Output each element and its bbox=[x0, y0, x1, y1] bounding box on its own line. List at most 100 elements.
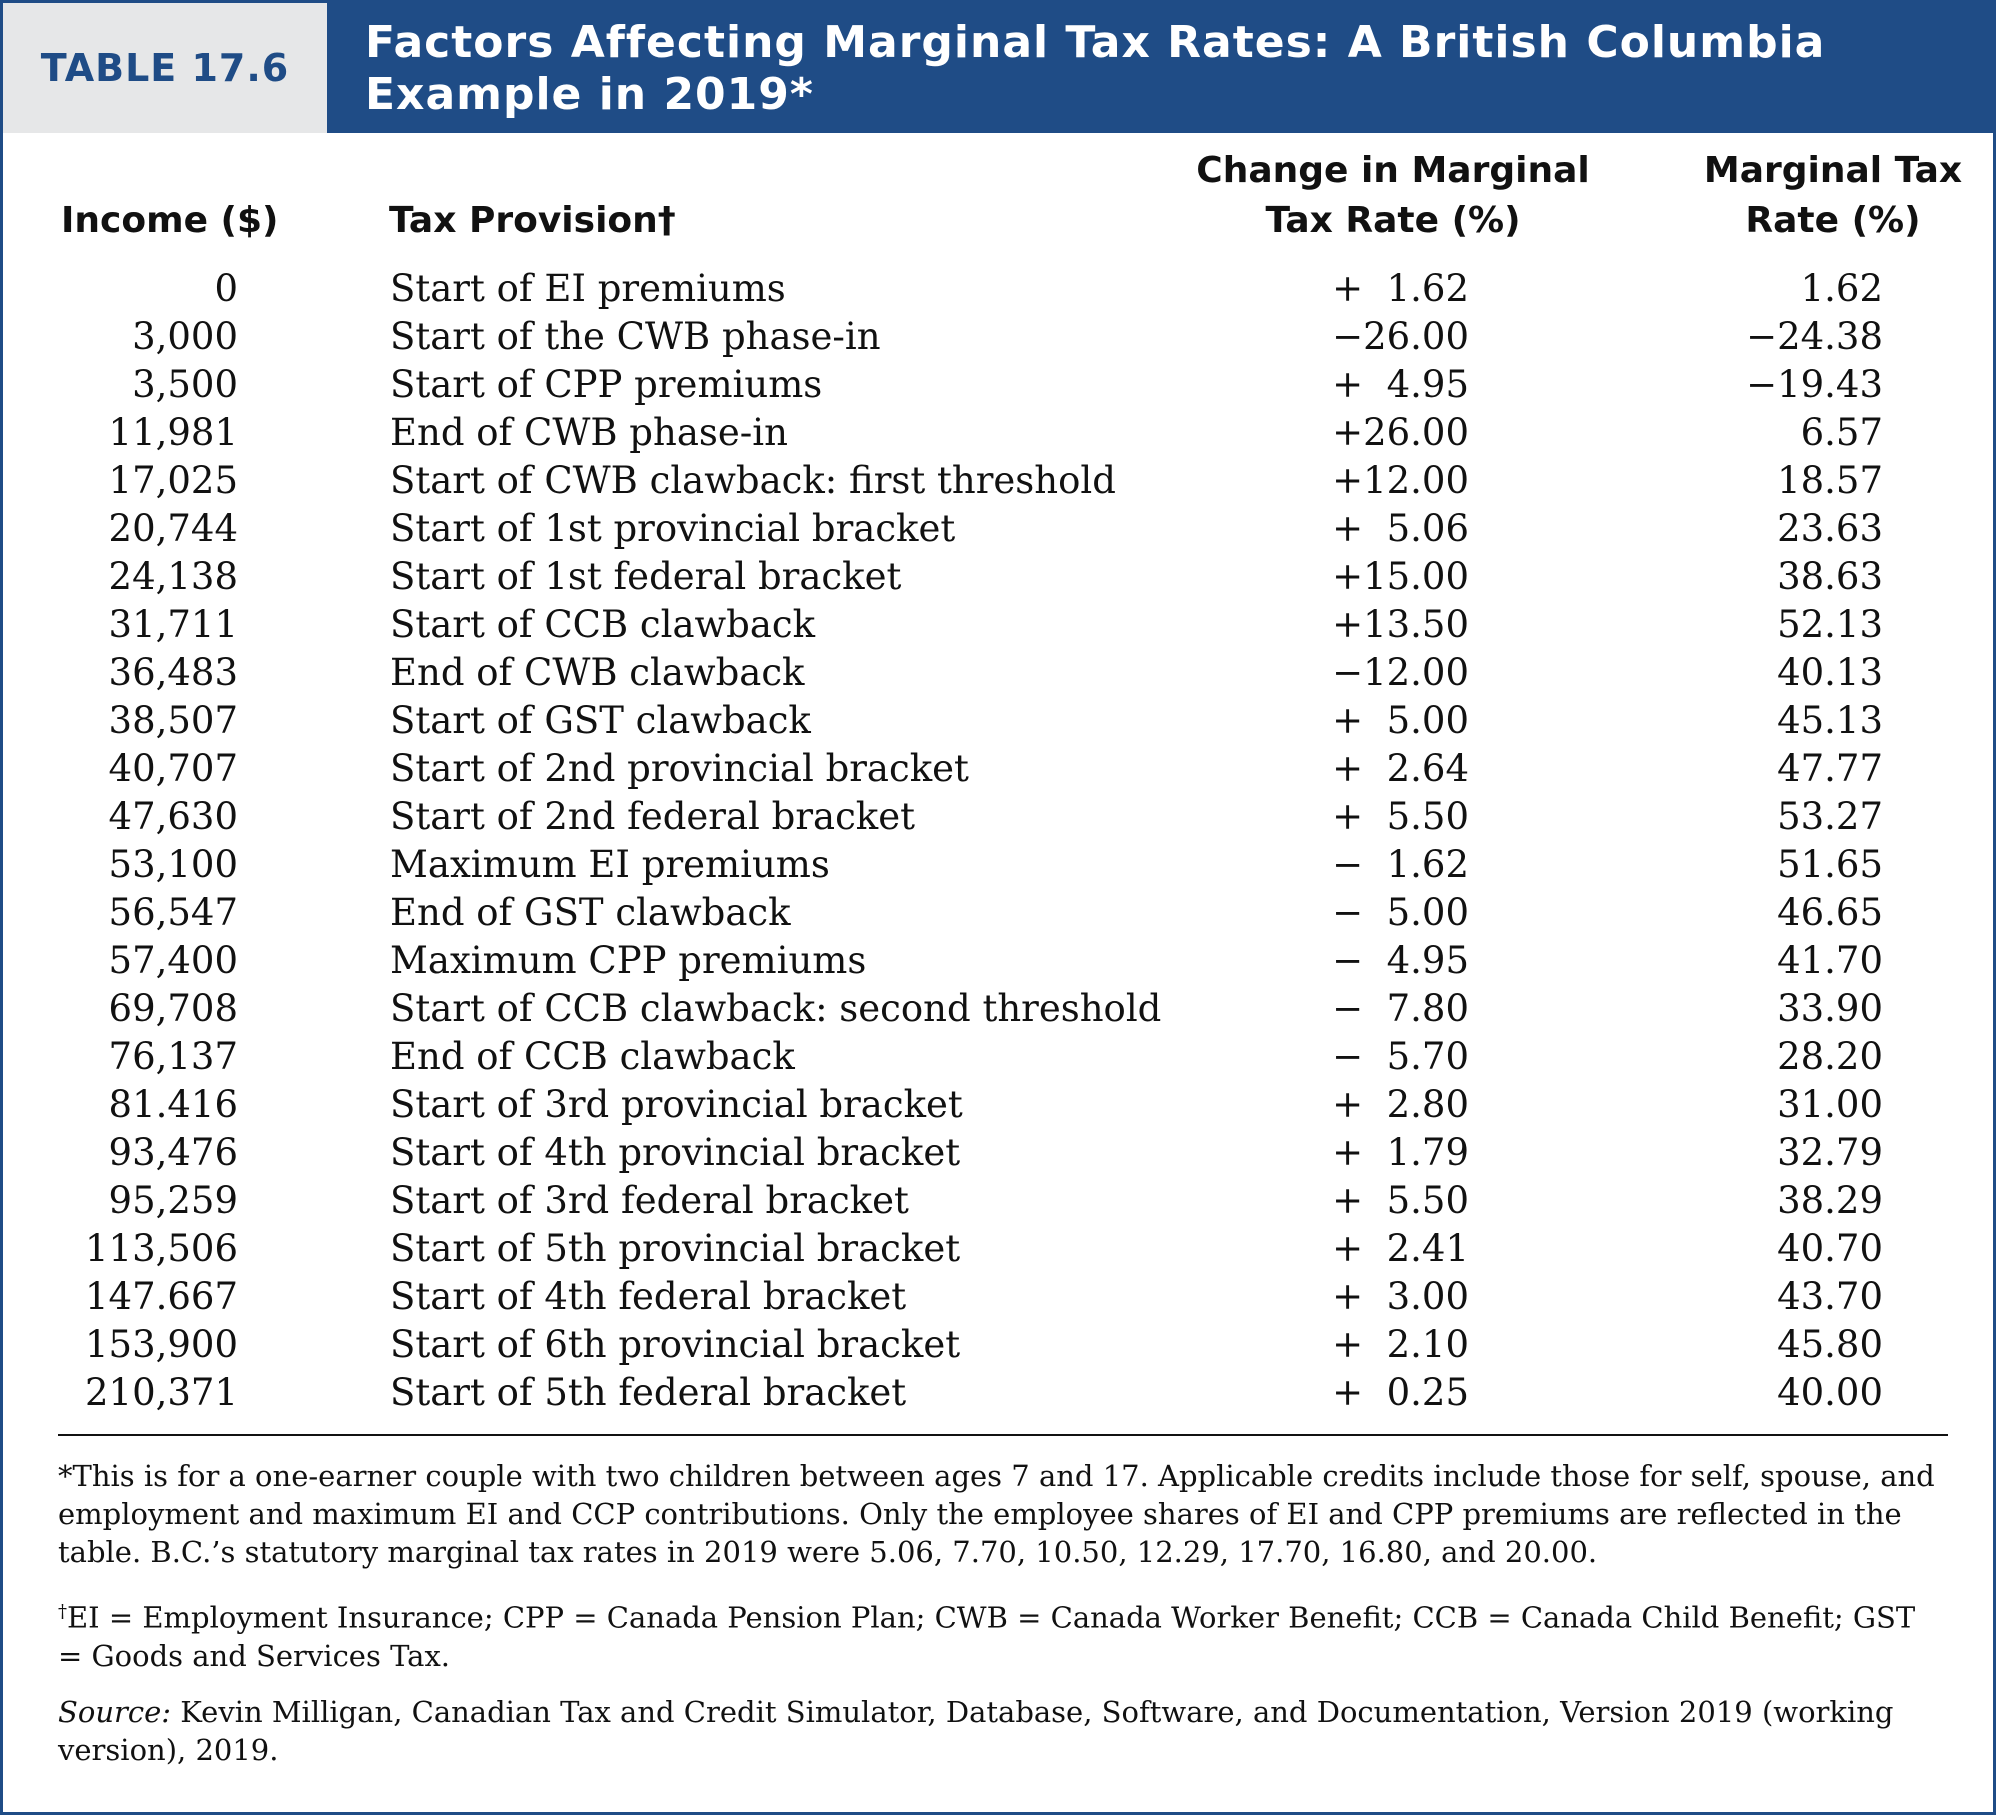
table-row: 36,483 End of CWB clawback −12.00 40.13 bbox=[3, 649, 1993, 697]
rate-cell: 40.13 bbox=[1777, 651, 1883, 694]
header-change-line1: Change in Marginal bbox=[1196, 150, 1590, 191]
change-cell: + 2.10 bbox=[1332, 1323, 1469, 1366]
footnote-dagger: †EI = Employment Insurance; CPP = Canada… bbox=[58, 1593, 1938, 1675]
change-cell: + 0.25 bbox=[1332, 1371, 1469, 1414]
provision-cell: Start of 1st federal bracket bbox=[390, 555, 902, 598]
table-row: 69,708 Start of CCB clawback: second thre… bbox=[3, 985, 1993, 1033]
income-cell: 38,507 bbox=[108, 699, 238, 742]
table-row: 40,707 Start of 2nd provincial bracket + 2… bbox=[3, 745, 1993, 793]
table-row: 210,371 Start of 5th federal bracket + 0.2… bbox=[3, 1369, 1993, 1417]
provision-cell: Start of the CWB phase-in bbox=[390, 315, 881, 358]
change-cell: +26.00 bbox=[1332, 411, 1469, 454]
change-cell: + 1.79 bbox=[1332, 1131, 1469, 1174]
rate-cell: 40.00 bbox=[1777, 1371, 1883, 1414]
provision-cell: Start of 4th provincial bracket bbox=[390, 1131, 961, 1174]
provision-cell: End of CCB clawback bbox=[390, 1035, 795, 1078]
income-cell: 153,900 bbox=[84, 1323, 238, 1366]
change-cell: − 4.95 bbox=[1332, 939, 1469, 982]
rate-cell: 53.27 bbox=[1777, 795, 1883, 838]
change-cell: +12.00 bbox=[1332, 459, 1469, 502]
rate-cell: 28.20 bbox=[1777, 1035, 1883, 1078]
change-cell: − 5.00 bbox=[1332, 891, 1469, 934]
provision-cell: End of CWB clawback bbox=[390, 651, 805, 694]
table-row: 0 Start of EI premiums + 1.62 1.62 bbox=[3, 265, 1993, 313]
income-cell: 147.667 bbox=[84, 1275, 238, 1318]
change-cell: +15.00 bbox=[1332, 555, 1469, 598]
provision-cell: Start of CCB clawback: second threshold bbox=[390, 987, 1162, 1030]
provision-cell: Start of 4th federal bracket bbox=[390, 1275, 907, 1318]
income-cell: 40,707 bbox=[108, 747, 238, 790]
income-cell: 81.416 bbox=[108, 1083, 238, 1126]
rate-cell: 45.13 bbox=[1777, 699, 1883, 742]
income-cell: 17,025 bbox=[108, 459, 238, 502]
income-cell: 69,708 bbox=[108, 987, 238, 1030]
provision-cell: Start of 3rd provincial bracket bbox=[390, 1083, 963, 1126]
change-cell: − 5.70 bbox=[1332, 1035, 1469, 1078]
table-row: 153,900 Start of 6th provincial bracket + … bbox=[3, 1321, 1993, 1369]
income-cell: 11,981 bbox=[108, 411, 238, 454]
provision-cell: Maximum EI premiums bbox=[390, 843, 830, 886]
table-row: 147.667 Start of 4th federal bracket + 3.0… bbox=[3, 1273, 1993, 1321]
header-provision: Tax Provision† bbox=[389, 200, 676, 241]
table-number-box: TABLE 17.6 bbox=[3, 3, 327, 133]
income-cell: 20,744 bbox=[108, 507, 238, 550]
change-cell: + 5.50 bbox=[1332, 1179, 1469, 1222]
rate-cell: 23.63 bbox=[1777, 507, 1883, 550]
table-row: 93,476 Start of 4th provincial bracket + 1… bbox=[3, 1129, 1993, 1177]
table-body: 0 Start of EI premiums + 1.62 1.62 3,000 Star… bbox=[3, 265, 1993, 1417]
rate-cell: 38.29 bbox=[1777, 1179, 1883, 1222]
provision-cell: Start of 3rd federal bracket bbox=[390, 1179, 909, 1222]
provision-cell: Start of CPP premiums bbox=[390, 363, 823, 406]
footnote-source: Source: Kevin Milligan, Canadian Tax and… bbox=[58, 1693, 1938, 1769]
change-cell: − 1.62 bbox=[1332, 843, 1469, 886]
provision-cell: Maximum CPP premiums bbox=[390, 939, 867, 982]
income-cell: 24,138 bbox=[108, 555, 238, 598]
rate-cell: 38.63 bbox=[1777, 555, 1883, 598]
provision-cell: Start of GST clawback bbox=[390, 699, 811, 742]
income-cell: 53,100 bbox=[108, 843, 238, 886]
dagger-text: EI = Employment Insurance; CPP = Canada … bbox=[58, 1600, 1916, 1673]
rate-cell: 47.77 bbox=[1777, 747, 1883, 790]
income-cell: 93,476 bbox=[108, 1131, 238, 1174]
table-row: 11,981 End of CWB phase-in +26.00 6.57 bbox=[3, 409, 1993, 457]
change-cell: + 4.95 bbox=[1332, 363, 1469, 406]
provision-cell: Start of EI premiums bbox=[390, 267, 786, 310]
income-cell: 56,547 bbox=[108, 891, 238, 934]
table-title: Factors Affecting Marginal Tax Rates: A … bbox=[365, 17, 1826, 120]
income-cell: 31,711 bbox=[108, 603, 238, 646]
rate-cell: 43.70 bbox=[1777, 1275, 1883, 1318]
change-cell: + 2.41 bbox=[1332, 1227, 1469, 1270]
table-row: 57,400 Maximum CPP premiums − 4.95 41.70 bbox=[3, 937, 1993, 985]
table-row: 3,500 Start of CPP premiums + 4.95 −19.43 bbox=[3, 361, 1993, 409]
rate-cell: 31.00 bbox=[1777, 1083, 1883, 1126]
table-row: 24,138 Start of 1st federal bracket +15.00… bbox=[3, 553, 1993, 601]
change-cell: −12.00 bbox=[1332, 651, 1469, 694]
title-banner: Factors Affecting Marginal Tax Rates: A … bbox=[327, 3, 1993, 133]
provision-cell: End of GST clawback bbox=[390, 891, 791, 934]
change-cell: − 7.80 bbox=[1332, 987, 1469, 1030]
table-number: TABLE 17.6 bbox=[40, 46, 290, 90]
table-row: 3,000 Start of the CWB phase-in −26.00 −24.… bbox=[3, 313, 1993, 361]
rate-cell: 46.65 bbox=[1777, 891, 1883, 934]
provision-cell: Start of 1st provincial bracket bbox=[390, 507, 956, 550]
income-cell: 3,000 bbox=[132, 315, 238, 358]
footnote-asterisk: *This is for a one-earner couple with tw… bbox=[58, 1459, 1935, 1569]
table-row: 17,025 Start of CWB clawback: first thres… bbox=[3, 457, 1993, 505]
provision-cell: Start of 2nd federal bracket bbox=[390, 795, 915, 838]
income-cell: 0 bbox=[214, 267, 238, 310]
change-cell: + 2.64 bbox=[1332, 747, 1469, 790]
table-row: 31,711 Start of CCB clawback +13.50 52.13 bbox=[3, 601, 1993, 649]
source-text: Kevin Milligan, Canadian Tax and Credit … bbox=[58, 1695, 1894, 1767]
provision-cell: Start of CWB clawback: first threshold bbox=[390, 459, 1116, 502]
table-row: 38,507 Start of GST clawback + 5.00 45.13 bbox=[3, 697, 1993, 745]
income-cell: 36,483 bbox=[108, 651, 238, 694]
income-cell: 210,371 bbox=[84, 1371, 238, 1414]
rate-cell: 33.90 bbox=[1777, 987, 1883, 1030]
change-cell: + 5.50 bbox=[1332, 795, 1469, 838]
provision-cell: Start of 6th provincial bracket bbox=[390, 1323, 961, 1366]
table-row: 95,259 Start of 3rd federal bracket + 5.50… bbox=[3, 1177, 1993, 1225]
rate-cell: 18.57 bbox=[1777, 459, 1883, 502]
income-cell: 113,506 bbox=[84, 1227, 238, 1270]
rate-cell: 41.70 bbox=[1777, 939, 1883, 982]
